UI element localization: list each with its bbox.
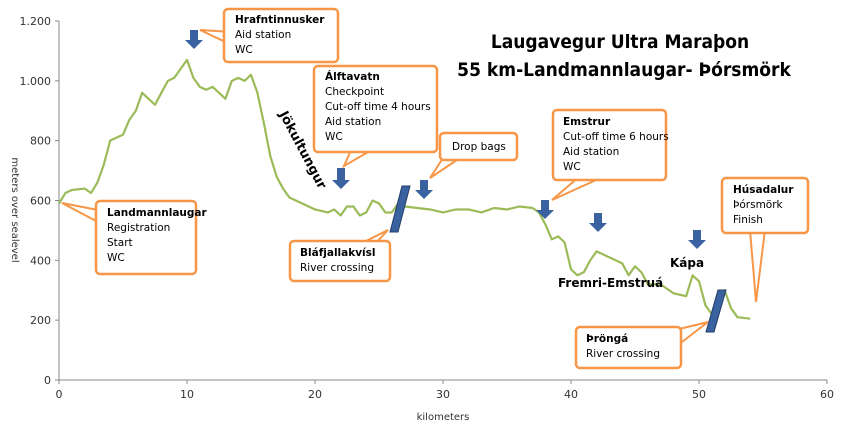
callout-text: WC	[235, 44, 253, 56]
river-marker	[389, 185, 411, 233]
y-tick-label: 600	[30, 195, 51, 208]
place-label: Fremri-Emstruá	[558, 276, 663, 290]
y-tick-label: 0	[44, 374, 51, 387]
callout-text: River crossing	[586, 348, 660, 360]
callout-text: Aid station	[235, 29, 291, 41]
callout-text: Emstrur	[563, 116, 611, 128]
callout: Bláfjallakvísl River crossing	[288, 229, 392, 283]
callout-text: Drop bags	[452, 141, 506, 153]
y-tick-label: 1.000	[20, 75, 52, 88]
callout: Landmannlaugar Registration Start WC	[61, 199, 208, 276]
callout-text: Hrafntinnusker	[235, 14, 325, 26]
callout-text: Cut-off time 4 hours	[325, 101, 431, 113]
callout-text: Aid station	[563, 146, 619, 158]
x-tick-label: 10	[180, 388, 194, 401]
callout-text: Þröngá	[586, 333, 628, 345]
arrow	[332, 168, 350, 189]
callout-text: Finish	[733, 214, 763, 226]
callout-text: Registration	[107, 222, 170, 234]
arrow	[185, 30, 203, 49]
x-tick-label: 60	[820, 388, 834, 401]
arrow	[536, 200, 554, 219]
callout: Húsadalur Þórsmörk Finish	[720, 176, 810, 303]
callout-text: Aid station	[325, 116, 381, 128]
callout-text: Bláfjallakvísl	[300, 247, 376, 259]
callout-text: Álftavatn	[325, 70, 380, 83]
x-axis-label: kilometers	[417, 412, 470, 423]
x-tick-label: 40	[564, 388, 578, 401]
callout-text: Þórsmörk	[733, 199, 784, 211]
callout-text: WC	[325, 131, 343, 143]
callout-text: Start	[107, 237, 133, 249]
callout: Emstrur Cut-off time 6 hours Aid station…	[551, 108, 669, 201]
chart-subtitle: 55 km-Landmannlaugar- Þórsmörk	[457, 59, 791, 81]
y-tick-label: 800	[30, 135, 51, 148]
callout-text: River crossing	[300, 262, 374, 274]
y-axis-label: meters over sealevel	[9, 157, 20, 262]
callout: Þröngá River crossing	[574, 321, 709, 370]
y-tick-label: 1.200	[20, 15, 52, 28]
callout-text: WC	[107, 252, 125, 264]
callout: Álftavatn Checkpoint Cut-off time 4 hour…	[312, 64, 439, 169]
x-tick-label: 20	[308, 388, 322, 401]
x-tick-label: 0	[56, 388, 63, 401]
y-tick-label: 400	[30, 254, 51, 267]
x-tick-label: 30	[436, 388, 450, 401]
callout-text: Cut-off time 6 hours	[563, 131, 669, 143]
x-tick-label: 50	[692, 388, 706, 401]
markers	[185, 30, 727, 333]
arrow	[589, 213, 607, 232]
callout-text: Checkpoint	[325, 86, 384, 98]
callout-text: Húsadalur	[733, 184, 794, 196]
place-label: Kápa	[670, 256, 704, 270]
callout: Hrafntinnusker Aid station WC	[199, 7, 340, 64]
y-tick-label: 200	[30, 314, 51, 327]
plot: 0 200 400 600 800 1.000 1.200 0 10 20 30 40 50 60	[20, 15, 835, 401]
arrow	[688, 230, 706, 249]
line	[58, 58, 751, 320]
callout-text: WC	[563, 161, 581, 173]
callout-text: Landmannlaugar	[107, 207, 208, 219]
chart-title: Laugavegur Ultra Maraþon	[491, 31, 749, 53]
arrow	[415, 180, 433, 199]
river-marker	[705, 289, 727, 333]
callout: Drop bags	[429, 131, 519, 179]
